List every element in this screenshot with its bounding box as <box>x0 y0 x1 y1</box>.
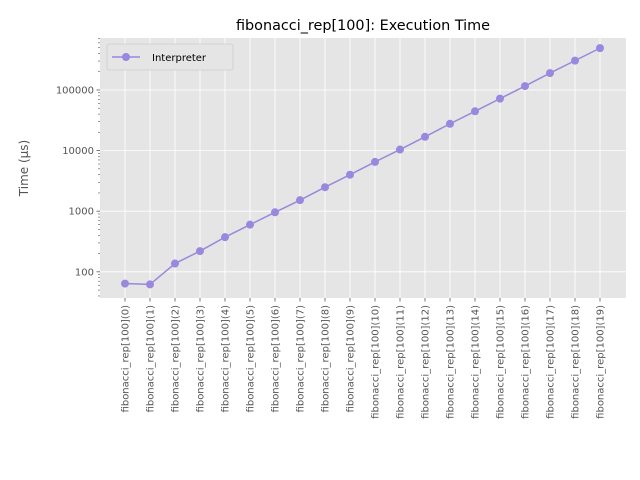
x-tick-label: fibonacci_rep[100](17) <box>546 305 557 419</box>
chart-title: fibonacci_rep[100]: Execution Time <box>236 18 490 34</box>
x-tick-label: fibonacci_rep[100](8) <box>321 305 332 413</box>
series-line-interpreter <box>124 47 601 286</box>
x-tick-label: fibonacci_rep[100](1) <box>146 305 157 413</box>
series-layer <box>121 44 604 289</box>
x-axis: fibonacci_rep[100](0) fibonacci_rep[100](… <box>121 298 607 419</box>
y-tick-label: 10000 <box>62 146 94 157</box>
data-point <box>571 56 579 65</box>
x-tick-label: fibonacci_rep[100](14) <box>471 305 482 419</box>
x-tick-label: fibonacci_rep[100](0) <box>121 305 132 413</box>
data-point <box>171 259 179 268</box>
legend-label-interpreter: Interpreter <box>152 53 207 64</box>
x-tick-label: fibonacci_rep[100](6) <box>271 305 282 413</box>
data-point <box>221 233 229 242</box>
grid-lines <box>100 38 626 298</box>
x-tick-label: fibonacci_rep[100](18) <box>571 305 582 419</box>
data-point <box>296 196 304 205</box>
x-tick-label: fibonacci_rep[100](13) <box>446 305 457 419</box>
data-point <box>546 69 554 78</box>
x-tick-label: fibonacci_rep[100](3) <box>196 305 207 413</box>
legend: Interpreter <box>106 43 234 71</box>
x-tick-label: fibonacci_rep[100](10) <box>371 305 382 419</box>
data-point <box>446 119 454 128</box>
x-tick-label: fibonacci_rep[100](9) <box>346 305 357 413</box>
x-tick-label: fibonacci_rep[100](19) <box>596 305 607 419</box>
y-tick-label: 100 <box>75 267 94 278</box>
y-axis: 100 1000 10000 100000 <box>56 38 100 297</box>
x-tick-label: fibonacci_rep[100](7) <box>296 305 307 413</box>
data-point <box>396 145 404 154</box>
y-tick-label: 1000 <box>69 207 94 218</box>
data-point <box>321 183 329 192</box>
x-tick-label: fibonacci_rep[100](15) <box>496 305 507 419</box>
x-tick-label: fibonacci_rep[100](16) <box>521 305 532 419</box>
data-point <box>421 132 429 141</box>
x-tick-label: fibonacci_rep[100](12) <box>421 305 432 419</box>
data-point <box>146 280 154 289</box>
data-point <box>196 247 204 256</box>
data-point <box>596 44 604 53</box>
y-tick-label: 100000 <box>56 85 94 96</box>
legend-box <box>106 43 234 71</box>
y-axis-label: Time (µs) <box>17 140 31 197</box>
data-point <box>121 279 129 288</box>
legend-marker-interpreter <box>122 53 130 61</box>
x-tick-label: fibonacci_rep[100](5) <box>246 305 257 413</box>
data-point <box>346 170 354 179</box>
data-point <box>371 157 379 166</box>
x-tick-label: fibonacci_rep[100](4) <box>221 305 232 413</box>
data-point <box>471 107 479 116</box>
x-tick-label: fibonacci_rep[100](2) <box>171 305 182 413</box>
data-point <box>496 94 504 103</box>
x-tick-label: fibonacci_rep[100](11) <box>396 305 407 419</box>
data-point <box>521 82 529 91</box>
data-point <box>246 220 254 229</box>
data-point <box>271 208 279 217</box>
